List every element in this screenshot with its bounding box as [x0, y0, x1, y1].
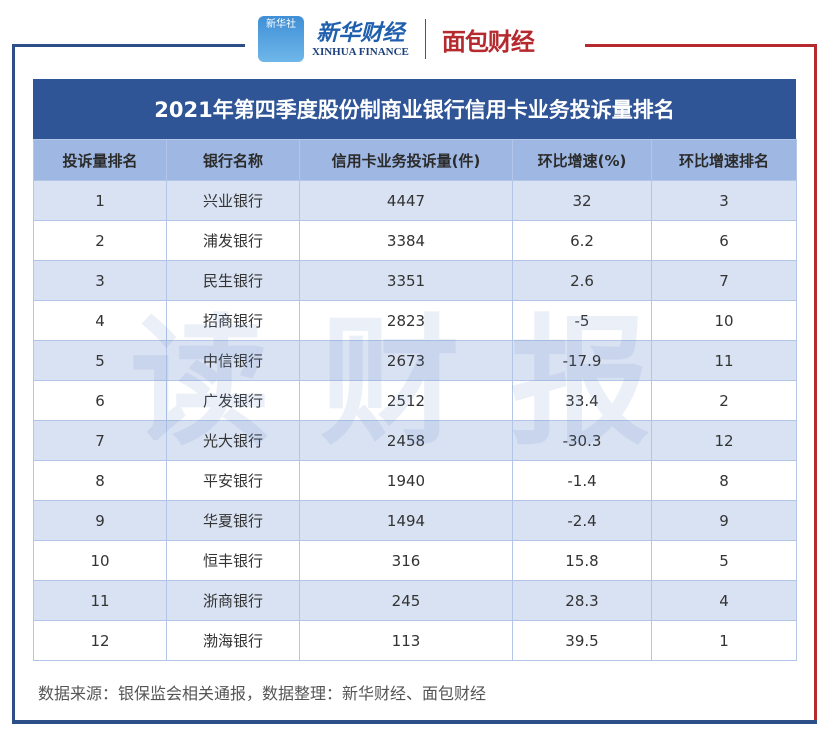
- source-note: 数据来源：银保监会相关通报，数据整理：新华财经、面包财经: [38, 684, 487, 703]
- column-header: 投诉量排名: [33, 139, 167, 181]
- table-cell: 2673: [299, 340, 513, 381]
- table-cell: 3384: [299, 220, 513, 261]
- table-cell: 7: [33, 420, 167, 461]
- xinhua-news-logo: 新华社: [258, 16, 304, 62]
- table-cell: 32: [512, 180, 652, 221]
- table-cell: 10: [651, 300, 797, 341]
- table-cell: 33.4: [512, 380, 652, 421]
- table-cell: 浙商银行: [166, 580, 300, 621]
- table-cell: 12: [651, 420, 797, 461]
- frame-border-left: [12, 44, 15, 724]
- table-cell: 28.3: [512, 580, 652, 621]
- table-cell: 6.2: [512, 220, 652, 261]
- table-cell: 9: [651, 500, 797, 541]
- table-cell: 2.6: [512, 260, 652, 301]
- table-cell: 3: [33, 260, 167, 301]
- frame-border-top-right: [585, 44, 817, 47]
- table-cell: 4: [651, 580, 797, 621]
- table-cell: 浦发银行: [166, 220, 300, 261]
- table-cell: 平安银行: [166, 460, 300, 501]
- table-cell: 1940: [299, 460, 513, 501]
- table-row: 1 兴业银行 4447 32 3: [33, 180, 797, 221]
- table-cell: 8: [651, 460, 797, 501]
- table-cell: 2458: [299, 420, 513, 461]
- table-cell: 12: [33, 620, 167, 661]
- table-row: 7 光大银行 2458 -30.3 12: [33, 420, 797, 461]
- table-cell: 1: [651, 620, 797, 661]
- table-cell: 光大银行: [166, 420, 300, 461]
- xinhua-finance-en: XINHUA FINANCE: [312, 46, 409, 58]
- table-cell: 6: [33, 380, 167, 421]
- table-cell: 兴业银行: [166, 180, 300, 221]
- frame-border-top-left: [12, 44, 245, 47]
- table-cell: 民生银行: [166, 260, 300, 301]
- table-row: 4 招商银行 2823 -5 10: [33, 300, 797, 341]
- table-cell: 中信银行: [166, 340, 300, 381]
- table-cell: 39.5: [512, 620, 652, 661]
- table-cell: 245: [299, 580, 513, 621]
- table-cell: 恒丰银行: [166, 540, 300, 581]
- column-header: 环比增速(%): [512, 139, 652, 181]
- table-cell: 1494: [299, 500, 513, 541]
- table-cell: -17.9: [512, 340, 652, 381]
- table-title: 2021年第四季度股份制商业银行信用卡业务投诉量排名: [33, 79, 796, 139]
- table-cell: 3: [651, 180, 797, 221]
- logo-bar: 新华社 新华财经 XINHUA FINANCE 面包财经: [258, 14, 535, 64]
- table-cell: 2: [651, 380, 797, 421]
- table-cell: 渤海银行: [166, 620, 300, 661]
- table-row: 9 华夏银行 1494 -2.4 9: [33, 500, 797, 541]
- table-cell: 1: [33, 180, 167, 221]
- table-cell: 316: [299, 540, 513, 581]
- table-row: 5 中信银行 2673 -17.9 11: [33, 340, 797, 381]
- table-cell: -2.4: [512, 500, 652, 541]
- mianbao-finance-logo: 面包财经: [441, 27, 535, 56]
- table-cell: 113: [299, 620, 513, 661]
- table-cell: 3351: [299, 260, 513, 301]
- table-cell: 2823: [299, 300, 513, 341]
- table-cell: 15.8: [512, 540, 652, 581]
- table-row: 2 浦发银行 3384 6.2 6: [33, 220, 797, 261]
- table-cell: 4: [33, 300, 167, 341]
- logo-divider: [424, 19, 426, 59]
- column-header: 银行名称: [166, 139, 300, 181]
- xinhua-finance-cn: 新华财经: [316, 20, 405, 46]
- table-cell: 5: [651, 540, 797, 581]
- column-header: 信用卡业务投诉量(件): [299, 139, 513, 181]
- header-row: 投诉量排名 银行名称 信用卡业务投诉量(件) 环比增速(%) 环比增速排名: [33, 139, 797, 181]
- table-row: 12 渤海银行 113 39.5 1: [33, 620, 797, 661]
- xinhua-finance-logo: 新华财经 XINHUA FINANCE: [312, 20, 409, 58]
- table-cell: 广发银行: [166, 380, 300, 421]
- table-cell: 华夏银行: [166, 500, 300, 541]
- table-cell: 6: [651, 220, 797, 261]
- xinhua-icon-text: 新华社: [266, 19, 296, 30]
- table-row: 6 广发银行 2512 33.4 2: [33, 380, 797, 421]
- table-cell: 10: [33, 540, 167, 581]
- table-cell: 7: [651, 260, 797, 301]
- table-cell: 11: [33, 580, 167, 621]
- table-cell: -30.3: [512, 420, 652, 461]
- column-header: 环比增速排名: [651, 139, 797, 181]
- table-cell: 招商银行: [166, 300, 300, 341]
- table-cell: -5: [512, 300, 652, 341]
- table-row: 11 浙商银行 245 28.3 4: [33, 580, 797, 621]
- table-cell: 8: [33, 460, 167, 501]
- frame-border-bottom: [12, 720, 817, 724]
- table-row: 3 民生银行 3351 2.6 7: [33, 260, 797, 301]
- table-cell: 11: [651, 340, 797, 381]
- ranking-table: 2021年第四季度股份制商业银行信用卡业务投诉量排名 投诉量排名 银行名称 信用卡业…: [33, 79, 797, 661]
- table-cell: 5: [33, 340, 167, 381]
- table-cell: -1.4: [512, 460, 652, 501]
- frame-border-right: [814, 44, 817, 724]
- table-cell: 2512: [299, 380, 513, 421]
- table-cell: 9: [33, 500, 167, 541]
- table-cell: 2: [33, 220, 167, 261]
- table-cell: 4447: [299, 180, 513, 221]
- table-row: 8 平安银行 1940 -1.4 8: [33, 460, 797, 501]
- table-row: 10 恒丰银行 316 15.8 5: [33, 540, 797, 581]
